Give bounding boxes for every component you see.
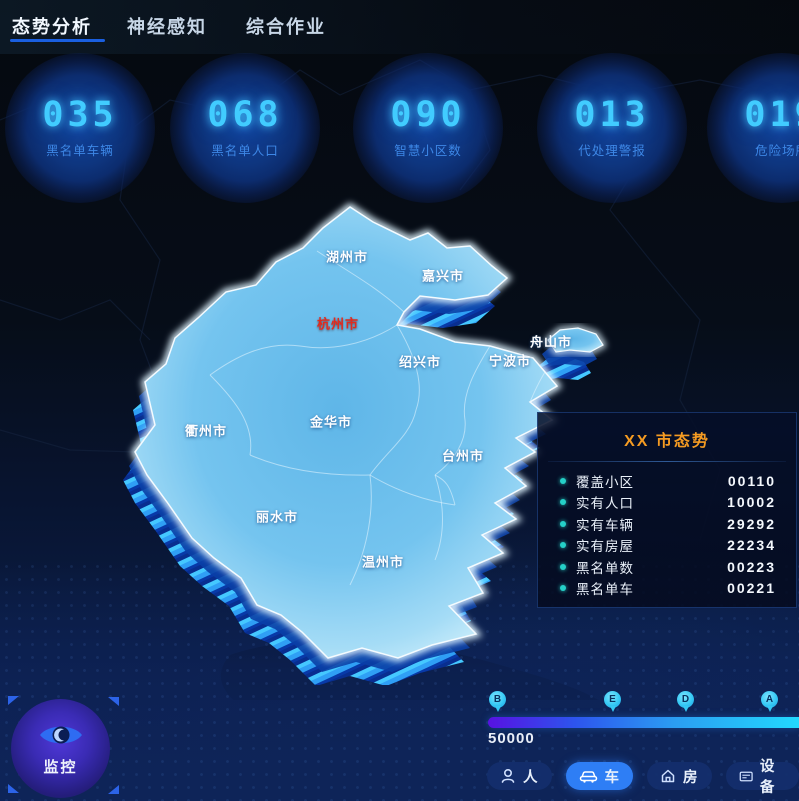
tab-integrated-operations[interactable]: 综合作业 [246, 17, 326, 37]
city-label-shaoxing[interactable]: 绍兴市 [398, 354, 442, 370]
person-icon [501, 768, 515, 783]
slider-pin-a[interactable]: A [761, 691, 779, 715]
city-label-huzhou[interactable]: 湖州市 [325, 249, 369, 265]
city-label-wenzhou[interactable]: 温州市 [361, 554, 405, 570]
entity-filter-bar: 人 车 房 设备 [487, 759, 799, 796]
panel-row: 黑名单车 00221 [538, 578, 796, 600]
pin-label: D [677, 691, 694, 708]
row-label: 实有房屋 [576, 539, 634, 555]
active-tab-underline [10, 39, 105, 42]
filter-button-device[interactable]: 设备 [725, 759, 799, 796]
slider-value: 50000 [488, 730, 535, 747]
monitor-button[interactable]: 监控 [11, 699, 110, 798]
filter-label: 车 [604, 769, 620, 786]
stat-dangerous-places[interactable]: 019 危险场所 [707, 53, 799, 203]
stat-label: 代处理警报 [578, 143, 646, 158]
stat-value: 068 [207, 94, 283, 135]
house-icon [661, 769, 675, 783]
stat-label: 黑名单人口 [211, 143, 279, 158]
city-label-hangzhou[interactable]: 杭州市 [316, 316, 360, 332]
monitor-label: 监控 [43, 759, 78, 776]
eye-icon [39, 726, 82, 744]
stat-value: 019 [744, 94, 799, 135]
triangle-decoration [8, 784, 19, 793]
filter-label: 人 [523, 769, 539, 786]
bullet-icon [560, 542, 566, 549]
row-value: 00221 [727, 580, 776, 597]
filter-button-house[interactable]: 房 [647, 762, 712, 790]
panel-row: 实有人口 10002 [538, 492, 796, 514]
filter-button-vehicle[interactable]: 车 [565, 762, 633, 790]
row-label: 黑名单车 [576, 582, 634, 598]
stat-smart-communities[interactable]: 090 智慧小区数 [353, 53, 503, 203]
triangle-decoration [108, 785, 119, 794]
row-value: 22234 [727, 537, 776, 554]
slider-track[interactable] [488, 717, 799, 728]
row-value: 29292 [727, 515, 776, 532]
stat-value: 013 [574, 94, 650, 135]
tab-situation-analysis[interactable]: 态势分析 [12, 17, 92, 37]
slider-pin-d[interactable]: D [677, 691, 695, 715]
pin-label: B [489, 691, 506, 708]
city-label-zhoushan[interactable]: 舟山市 [529, 334, 573, 350]
row-label: 黑名单数 [576, 560, 634, 576]
panel-divider [548, 461, 786, 462]
city-label-jinhua[interactable]: 金华市 [309, 414, 353, 430]
panel-row: 实有房屋 22234 [538, 535, 796, 557]
row-label: 覆盖小区 [576, 474, 634, 490]
pin-label: E [604, 691, 621, 708]
row-label: 实有车辆 [576, 517, 634, 533]
stat-pending-alarms[interactable]: 013 代处理警报 [537, 53, 687, 203]
row-label: 实有人口 [576, 496, 634, 512]
car-icon [579, 771, 597, 783]
pin-label: A [761, 691, 778, 708]
stat-value: 035 [42, 94, 118, 135]
bullet-icon [560, 499, 566, 506]
panel-row: 黑名单数 00223 [538, 556, 796, 578]
row-value: 10002 [727, 494, 776, 511]
bullet-icon [560, 563, 566, 570]
panel-title: XX 市态势 [624, 433, 710, 450]
panel-row: 覆盖小区 00110 [538, 470, 796, 492]
stat-blacklist-people[interactable]: 068 黑名单人口 [170, 53, 320, 203]
row-value: 00223 [727, 558, 776, 575]
triangle-decoration [8, 696, 19, 705]
filter-button-person[interactable]: 人 [487, 762, 552, 790]
city-label-lishui[interactable]: 丽水市 [255, 509, 299, 525]
city-status-panel: XX 市态势 覆盖小区 00110 实有人口 10002 实有车辆 29292 … [537, 412, 797, 608]
city-label-jiaxing[interactable]: 嘉兴市 [421, 268, 465, 284]
stat-label: 智慧小区数 [394, 143, 462, 158]
slider-pin-b[interactable]: B [489, 691, 507, 715]
province-map[interactable] [115, 185, 660, 685]
bullet-icon [560, 520, 566, 527]
bullet-icon [560, 477, 566, 484]
stat-label: 黑名单车辆 [46, 143, 114, 158]
bullet-icon [560, 585, 566, 592]
city-label-quzhou[interactable]: 衢州市 [184, 423, 228, 439]
stat-label: 危险场所 [754, 143, 799, 158]
filter-label: 房 [683, 769, 699, 786]
row-value: 00110 [727, 472, 776, 489]
slider-pin-e[interactable]: E [604, 691, 622, 715]
tab-neural-perception[interactable]: 神经感知 [127, 17, 207, 37]
device-icon [739, 771, 753, 781]
filter-label: 设备 [759, 759, 776, 796]
stat-blacklist-vehicles[interactable]: 035 黑名单车辆 [5, 53, 155, 203]
triangle-decoration [108, 697, 119, 706]
city-label-taizhou[interactable]: 台州市 [441, 448, 485, 464]
panel-row: 实有车辆 29292 [538, 513, 796, 535]
city-boundaries [209, 250, 546, 586]
top-nav: 态势分析 神经感知 综合作业 [0, 0, 799, 54]
stat-value: 090 [390, 94, 466, 135]
city-label-ningbo[interactable]: 宁波市 [488, 353, 532, 369]
